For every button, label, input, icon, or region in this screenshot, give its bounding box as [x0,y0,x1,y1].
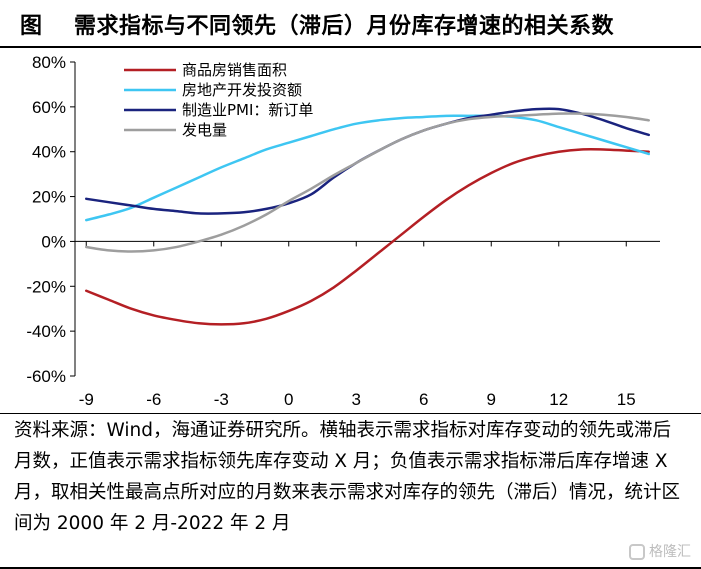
x-tick-label: 3 [352,390,361,409]
x-tick-label: 6 [419,390,428,409]
series-line-power-generation [85,112,650,253]
title-divider [0,46,701,48]
figure-title-bar: 图 需求指标与不同领先（滞后）月份库存增速的相关系数 [0,0,701,46]
source-note: 资料来源：Wind，海通证券研究所。横轴表示需求指标对库存变动的领先或滞后月数，… [14,420,681,534]
series-line-investment [85,114,650,222]
y-tick-label: 20% [32,188,66,207]
watermark-logo-icon [629,544,645,560]
y-tick-label: 0% [41,232,66,251]
figure-label: 图 [20,14,43,39]
series-layer [85,107,650,326]
x-tick-label: -3 [214,390,229,409]
legend-label-sales-area: 商品房销售面积 [182,61,287,79]
bottom-divider [0,567,701,569]
y-tick-label: -60% [26,367,66,386]
y-tick-label: 60% [32,98,66,117]
x-tick-label: 12 [549,390,568,409]
x-axis: -9 -6 -3 0 3 6 9 12 15 [75,240,660,409]
y-tick-label: -20% [26,277,66,296]
series-line-pmi-new-orders [85,107,650,215]
y-tick-label: 80% [32,53,66,72]
x-tick-label: 0 [284,390,293,409]
series-line-sales-area [85,148,650,326]
x-tick-label: 9 [487,390,496,409]
y-tick-label: -40% [26,322,66,341]
legend-label-pmi-new-orders: 制造业PMI：新订单 [182,101,313,119]
line-chart: 80% 60% 40% 20% 0% -20% -40% -60% -9 -6 -3 0 3 6 9 12 1… [26,53,660,409]
y-tick-label: 40% [32,143,66,162]
legend-label-investment: 房地产开发投资额 [182,81,302,99]
x-tick-label: -6 [146,390,161,409]
x-tick-label: 15 [617,390,636,409]
watermark-text: 格隆汇 [649,544,691,560]
figure-title: 需求指标与不同领先（滞后）月份库存增速的相关系数 [74,14,615,39]
y-axis: 80% 60% 40% 20% 0% -20% -40% -60% [26,53,76,386]
chart-divider [0,413,701,414]
legend-label-power-generation: 发电量 [182,121,227,139]
x-tick-label: -9 [79,390,94,409]
watermark: 格隆汇 [629,541,691,561]
